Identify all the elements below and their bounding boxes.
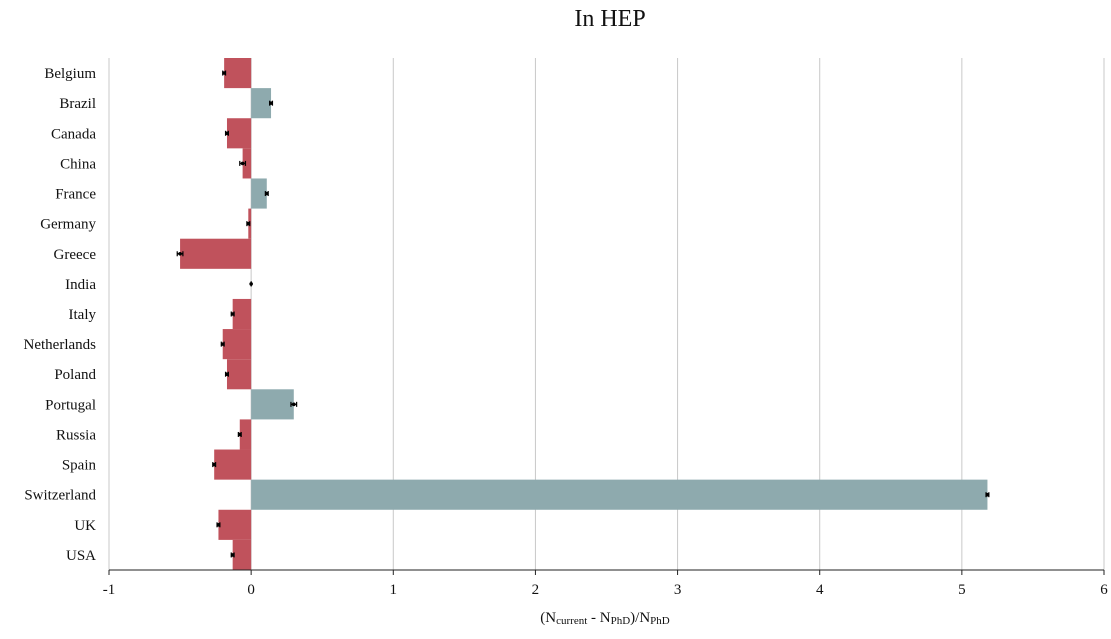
- x-tick-label: -1: [103, 582, 116, 598]
- value-point: [220, 342, 225, 346]
- bar-netherlands: [222, 329, 252, 360]
- chart-title: In HEP: [574, 6, 646, 32]
- bar-poland: [226, 359, 252, 390]
- value-point: [222, 71, 226, 75]
- value-point: [225, 131, 229, 136]
- value-point: [237, 432, 242, 437]
- category-label: France: [55, 187, 96, 203]
- x-axis-label: (Ncurrent - NPhD)/NPhD: [540, 610, 670, 627]
- category-label: Netherlands: [24, 337, 97, 353]
- value-point: [178, 251, 182, 256]
- category-label: Portugal: [45, 397, 96, 413]
- bar-china: [242, 148, 252, 179]
- bar-greece: [180, 238, 252, 269]
- x-axis: [108, 569, 1105, 575]
- value-point: [246, 221, 251, 226]
- category-label: Spain: [62, 458, 97, 474]
- category-label: Greece: [54, 247, 97, 263]
- value-point: [249, 282, 253, 286]
- value-point: [240, 161, 245, 166]
- category-label: USA: [66, 548, 96, 564]
- error-bars: [176, 70, 990, 558]
- category-label: Germany: [40, 217, 96, 233]
- x-tick-label: 1: [390, 582, 398, 598]
- category-label: Italy: [69, 307, 97, 323]
- bar-russia: [239, 419, 252, 450]
- value-point: [225, 372, 229, 377]
- category-label: Russia: [56, 427, 96, 443]
- category-label: Switzerland: [24, 488, 96, 504]
- value-point: [230, 312, 235, 316]
- x-tick-label: 3: [674, 582, 682, 598]
- category-label: Brazil: [59, 96, 96, 112]
- x-tick-labels: -1 0 1 2 3 4 5 6: [103, 582, 1109, 598]
- bar-belgium: [224, 58, 252, 89]
- bar-spain: [214, 449, 252, 480]
- x-tick-label: 5: [958, 582, 966, 598]
- value-point: [269, 101, 273, 105]
- bar-uk: [218, 509, 252, 540]
- value-point: [291, 402, 296, 407]
- bar-france: [251, 178, 267, 209]
- bar-usa: [232, 539, 252, 570]
- value-point: [264, 191, 269, 196]
- bars: [180, 58, 988, 570]
- x-tick-label: 6: [1100, 582, 1108, 598]
- category-label: India: [65, 277, 96, 293]
- x-tick-label: 0: [247, 582, 255, 598]
- category-label: China: [60, 156, 96, 172]
- bar-switzerland: [251, 479, 988, 510]
- category-label: Poland: [54, 367, 96, 383]
- value-point: [212, 462, 216, 467]
- bar-brazil: [251, 88, 272, 119]
- value-point: [985, 492, 990, 497]
- value-point: [216, 523, 221, 527]
- x-tick-label: 4: [816, 582, 824, 598]
- category-label: UK: [74, 518, 96, 534]
- x-tick-label: 2: [532, 582, 540, 598]
- value-point: [230, 553, 235, 557]
- category-label: Belgium: [44, 66, 96, 82]
- bar-portugal: [251, 389, 294, 420]
- category-labels: Belgium Brazil Canada China France Germany Gre…: [24, 66, 97, 564]
- bar-italy: [232, 298, 252, 330]
- bar-canada: [226, 118, 252, 149]
- category-label: Canada: [51, 126, 96, 142]
